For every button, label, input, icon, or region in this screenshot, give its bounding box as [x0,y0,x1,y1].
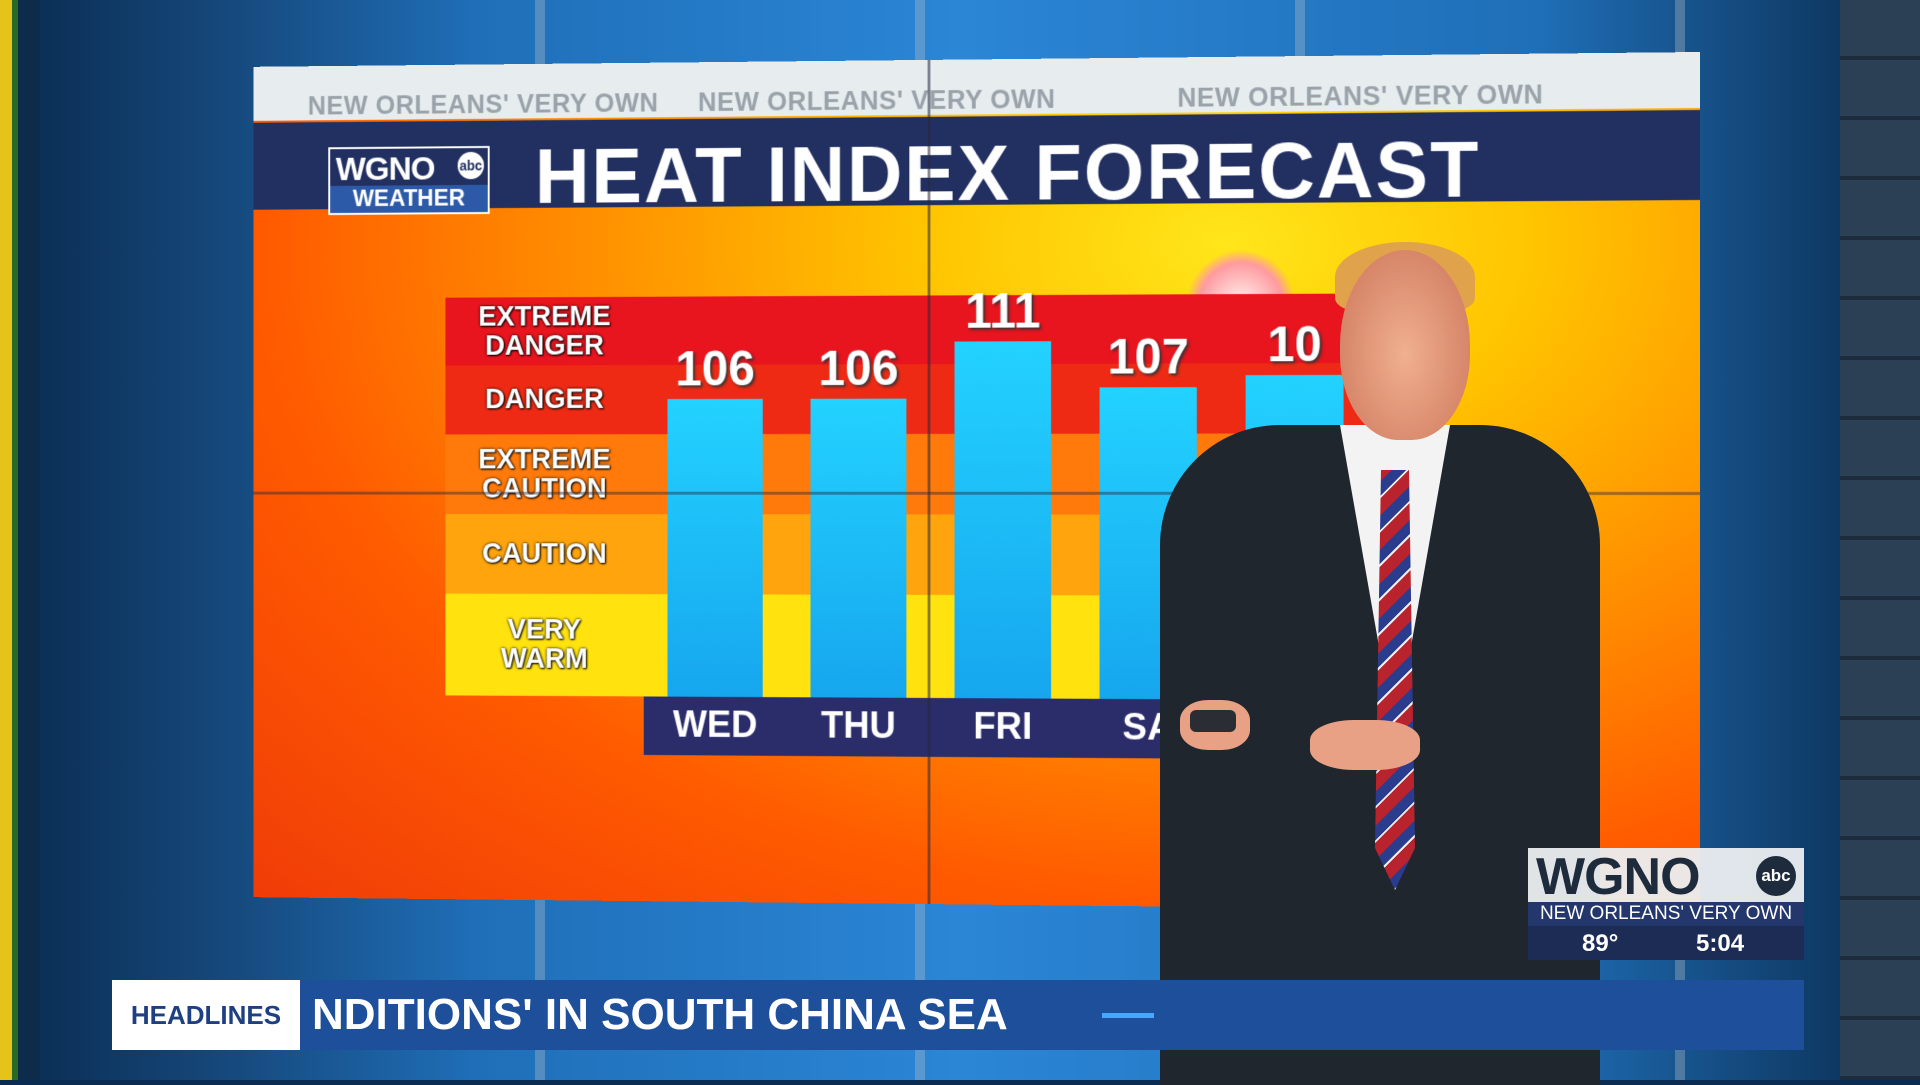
station-bug: WGNO abc NEW ORLEANS' VERY OWN 89° 5:04 [1528,848,1804,960]
ticker-separator [1102,1013,1154,1018]
logo-sub: WEATHER [330,185,488,213]
studio-left-panel [0,0,40,1080]
slogan-text: NEW ORLEANS' VERY OWN [308,88,659,121]
chart-title: HEAT INDEX FORECAST [535,124,1480,222]
heat-category-label: DANGER [445,385,643,415]
bar-value-label: 106 [648,341,781,398]
presenter-tie [1375,470,1415,890]
heat-category-label: VERY WARM [445,615,643,674]
bug-logo-area: WGNO abc [1528,848,1804,902]
ticker-tag: HEADLINES [112,980,300,1050]
day-label: WED [648,704,781,747]
bug-slogan: NEW ORLEANS' VERY OWN [1528,902,1804,926]
slogan-text: NEW ORLEANS' VERY OWN [698,84,1055,118]
bug-info-bar: 89° 5:04 [1528,926,1804,960]
day-label: THU [791,705,925,748]
clicker-remote [1190,710,1236,732]
current-temperature: 89° [1582,930,1618,958]
heat-index-bar [667,399,762,697]
video-wall-seam [928,60,931,904]
abc-logo-icon: abc [458,152,484,179]
slogan-text: NEW ORLEANS' VERY OWN [1177,80,1543,114]
presenter-hand [1310,720,1420,770]
heat-index-bar [811,399,907,698]
wgno-weather-logo: WGNO abc WEATHER [328,146,489,215]
ticker-headline: NDITIONS' IN SOUTH CHINA SEA [312,980,1008,1050]
day-label: FRI [935,706,1070,749]
heat-index-bar [955,341,1052,699]
heat-category-label: CAUTION [445,539,643,569]
presenter-head [1340,250,1470,440]
logo-name: WGNO [336,150,435,189]
heat-category-label: EXTREME DANGER [445,302,643,361]
bar-value-label: 111 [935,282,1070,340]
current-time: 5:04 [1696,930,1744,958]
news-ticker: HEADLINES NDITIONS' IN SOUTH CHINA SEA [112,980,1804,1050]
bug-logo: WGNO [1536,850,1700,904]
studio-wood-wall [1840,0,1920,1080]
abc-logo-icon: abc [1756,856,1796,896]
bar-value-label: 106 [791,340,925,397]
